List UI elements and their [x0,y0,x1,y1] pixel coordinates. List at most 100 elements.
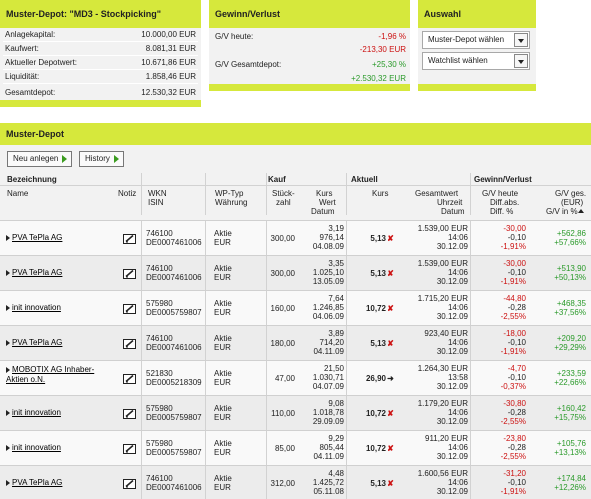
header-diff-pct[interactable]: Diff. % [490,207,514,216]
current-price: 10,72 [365,304,386,313]
note-cell[interactable] [123,256,139,291]
gv-today-cell: -30,00 -0,10 -1,91% [472,221,526,256]
wkn-value: 575980 [146,299,173,308]
header-uhrzeit[interactable]: Uhrzeit [437,198,463,207]
quote-date: 30.12.09 [436,417,468,426]
buy-value: 976,14 [319,233,344,242]
stock-name-link[interactable]: PVA TePla AG [12,233,63,242]
type-currency-cell: Aktie EUR [214,396,264,431]
summary-row: Kaufwert: 8.081,31 EUR [3,42,198,56]
sort-up-icon[interactable] [578,209,584,213]
header-gv-ges[interactable]: G/V ges. [555,189,587,198]
triangle-right-icon [6,339,10,346]
stock-name-link[interactable]: init innovation [12,303,61,312]
header-wp-typ[interactable]: WP-Typ [215,189,244,198]
stock-name-cell[interactable]: PVA TePla AG [6,466,114,499]
history-button[interactable]: History [79,151,124,167]
edit-note-icon[interactable] [123,443,136,454]
chevron-down-icon[interactable] [514,33,528,47]
buy-value: 805,44 [319,443,344,452]
note-cell[interactable] [123,326,139,361]
note-cell[interactable] [123,431,139,466]
buy-cell: 3,35 1.025,10 13.05.09 [297,256,344,291]
stock-name-cell[interactable]: init innovation [6,396,114,431]
header-diff-abs[interactable]: Diff.abs. [490,198,520,207]
stock-name-link[interactable]: init innovation [12,443,61,452]
gv-total-percent: +50,13% [554,273,586,282]
stock-name-cell[interactable]: PVA TePla AG [6,326,114,361]
header-wkn[interactable]: WKN [148,189,167,198]
gv-total-percent: +22,66% [554,378,586,387]
diff-abs-value: -0,10 [507,373,526,382]
header-gv-heute[interactable]: G/V heute [482,189,519,198]
header-waehrung[interactable]: Währung [215,198,248,207]
header-gesamtwert[interactable]: Gesamtwert [415,189,459,198]
triangle-right-icon [6,409,10,416]
quantity-cell: 85,00 [266,431,295,466]
stock-name-link[interactable]: PVA TePla AG [12,268,63,277]
header-bezeichnung: Bezeichnung [7,175,57,184]
trend-down-icon: ✘ [387,444,394,453]
header-buy-wert[interactable]: Wert [319,198,336,207]
gv-today-cell: -30,80 -0,28 -2,55% [472,396,526,431]
total-value-cell: 1.715,20 EUR 14:06 30.12.09 [398,291,468,326]
note-cell[interactable] [123,361,139,396]
stock-name-link[interactable]: init innovation [12,408,61,417]
current-price-cell: 5,13✘ [347,256,395,291]
stock-name-cell[interactable]: init innovation [6,291,114,326]
quote-date: 30.12.09 [436,242,468,251]
note-cell[interactable] [123,221,139,256]
edit-note-icon[interactable] [123,408,136,419]
stock-name-cell[interactable]: init innovation [6,431,114,466]
edit-note-icon[interactable] [123,478,136,489]
note-cell[interactable] [123,466,139,499]
edit-note-icon[interactable] [123,233,136,244]
table-header: Bezeichnung Kauf Aktuell Gewinn/Verlust … [0,173,591,345]
depot-select[interactable]: Muster-Depot wählen [422,31,530,49]
table-row: PVA TePla AG 746100 DE0007461006 Aktie EUR 31… [0,465,591,499]
header-gv-in-pct[interactable]: G/V in % [546,207,578,216]
current-price-cell: 5,13✘ [347,221,395,256]
wkn-isin-cell: 521830 DE0005218309 [146,361,204,396]
total-value: 1.600,56 EUR [417,469,468,478]
chevron-down-icon[interactable] [514,54,528,68]
table-row: init innovation 575980 DE0005759807 Aktie EU… [0,430,591,466]
gain-loss-title: Gewinn/Verlust [209,0,410,28]
edit-note-icon[interactable] [123,268,136,279]
diff-abs-value: -0,28 [507,303,526,312]
edit-note-icon[interactable] [123,303,136,314]
edit-note-icon[interactable] [123,373,136,384]
new-depot-button[interactable]: Neu anlegen [7,151,72,167]
wkn-isin-cell: 746100 DE0007461006 [146,256,204,291]
stock-name-cell[interactable]: MOBOTIX AG Inhaber-Aktien o.N. [6,361,114,396]
edit-note-icon[interactable] [123,338,136,349]
diff-pct-value: -0,37% [500,382,526,391]
header-akt-kurs[interactable]: Kurs [372,189,389,198]
watchlist-select[interactable]: Watchlist wählen [422,52,530,70]
header-akt-datum[interactable]: Datum [441,207,465,216]
header-isin[interactable]: ISIN [148,198,164,207]
gv-total-cell: +160,42 +15,75% [530,396,586,431]
header-buy-kurs[interactable]: Kurs [316,189,333,198]
diff-pct-value: -1,91% [500,242,526,251]
stock-name-cell[interactable]: PVA TePla AG [6,221,114,256]
buy-value: 1.018,78 [312,408,344,417]
note-cell[interactable] [123,396,139,431]
gv-total-percent: +13,13% [554,448,586,457]
stock-name-cell[interactable]: PVA TePla AG [6,256,114,291]
stock-name-link[interactable]: PVA TePla AG [12,478,63,487]
depot-select-value: Muster-Depot wählen [428,35,505,44]
header-buy-datum[interactable]: Datum [311,207,335,216]
quote-time: 13:58 [447,373,468,382]
trend-down-icon: ✘ [387,234,394,243]
type-currency-cell: Aktie EUR [214,256,264,291]
stock-name-link[interactable]: MOBOTIX AG Inhaber-Aktien o.N. [6,365,95,384]
gv-today-value: -44,80 [503,294,526,303]
buy-price: 3,19 [328,224,344,233]
total-value: 1.715,20 EUR [417,294,468,303]
note-cell[interactable] [123,291,139,326]
header-name[interactable]: Name [7,189,29,198]
header-gewinn-verlust: Gewinn/Verlust [474,175,532,184]
stock-name-link[interactable]: PVA TePla AG [12,338,63,347]
total-value-cell: 1.539,00 EUR 14:06 30.12.09 [398,256,468,291]
